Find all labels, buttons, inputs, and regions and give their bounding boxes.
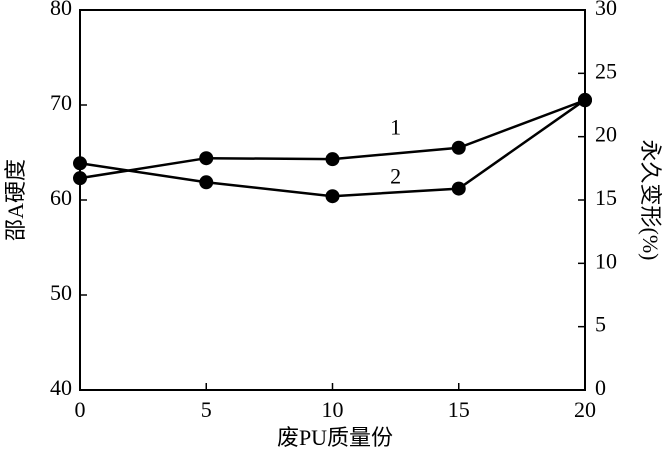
marker — [73, 171, 87, 186]
y-tick-label: 80 — [50, 0, 72, 20]
marker — [325, 152, 340, 167]
marker — [451, 140, 466, 155]
y-tick-label: 60 — [50, 185, 72, 210]
x-tick-label: 15 — [448, 397, 470, 422]
y2-tick-label: 10 — [595, 248, 617, 273]
marker — [578, 92, 592, 107]
y2-tick-label: 5 — [595, 312, 606, 337]
series-label: 1 — [390, 114, 401, 139]
y2-axis-title: 永久变形(%) — [638, 140, 663, 261]
x-tick-label: 5 — [201, 397, 212, 422]
y2-tick-label: 15 — [595, 185, 617, 210]
y-tick-label: 70 — [50, 90, 72, 115]
x-axis-title: 废PU质量份 — [277, 425, 393, 450]
series-label: 2 — [390, 163, 401, 188]
marker — [73, 156, 87, 171]
series-line — [79, 98, 586, 198]
marker — [199, 151, 214, 166]
y-axis-title: 邵A硬度 — [3, 159, 28, 241]
series-line — [79, 99, 586, 180]
y-tick-label: 40 — [50, 375, 72, 400]
y2-tick-label: 25 — [595, 58, 617, 83]
y2-tick-label: 20 — [595, 122, 617, 147]
marker — [199, 175, 214, 190]
y2-tick-label: 0 — [595, 375, 606, 400]
marker — [325, 189, 340, 204]
x-tick-label: 20 — [574, 397, 596, 422]
y-tick-label: 50 — [50, 280, 72, 305]
y2-tick-label: 30 — [595, 0, 617, 20]
x-tick-label: 0 — [75, 397, 86, 422]
marker — [451, 181, 466, 196]
x-tick-label: 10 — [322, 397, 344, 422]
